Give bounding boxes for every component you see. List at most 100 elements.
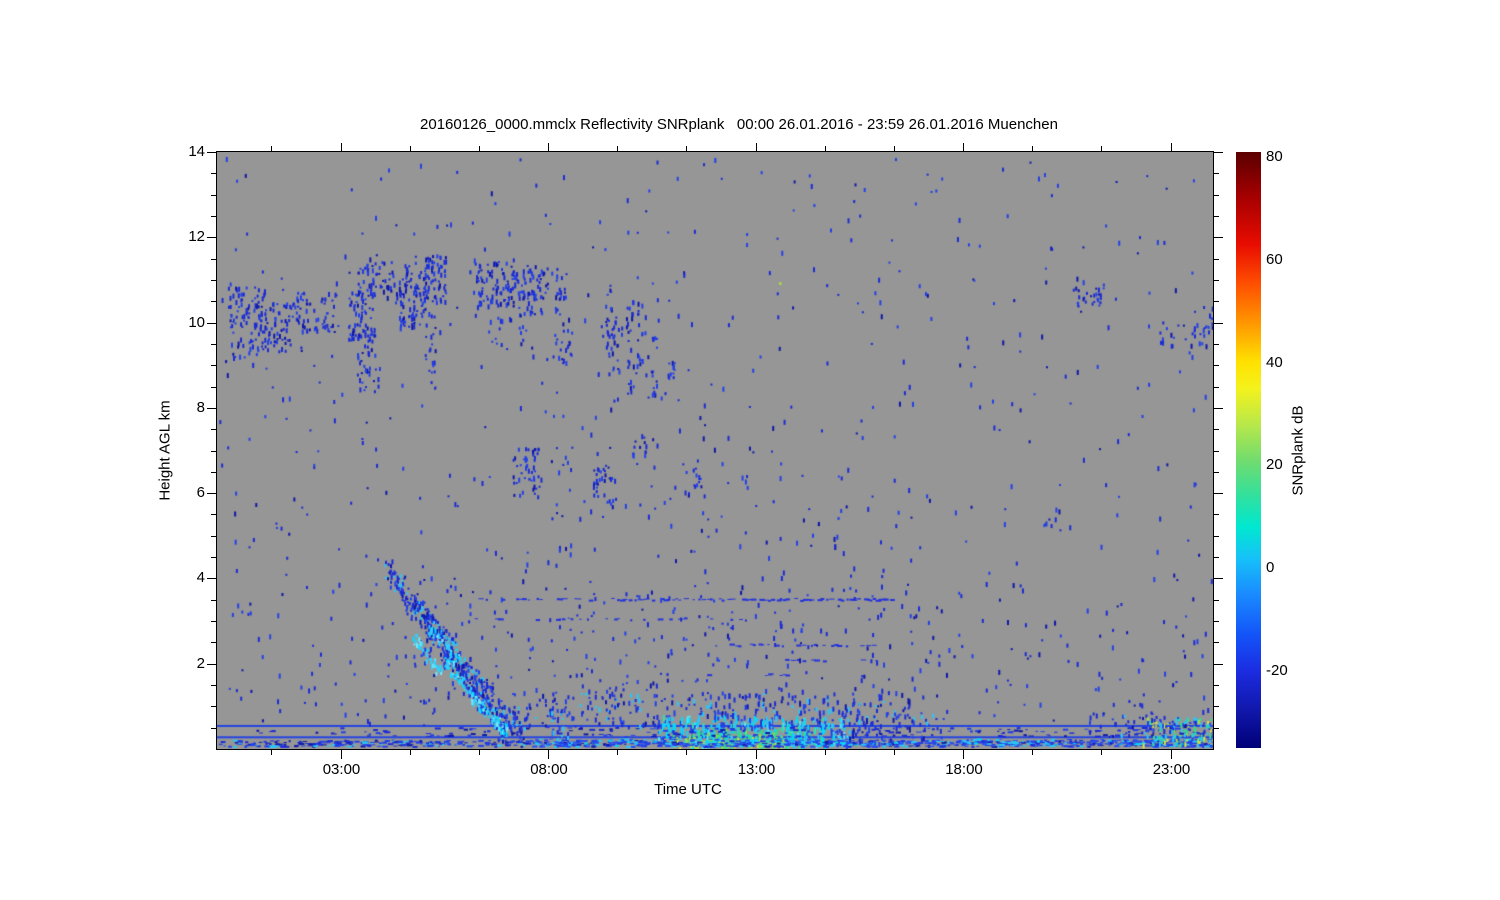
y-tick bbox=[1214, 493, 1223, 495]
x-tick bbox=[1170, 750, 1172, 759]
x-tick bbox=[1032, 146, 1034, 151]
y-tick bbox=[1214, 343, 1219, 345]
y-tick-label: 4 bbox=[196, 569, 205, 587]
x-tick bbox=[824, 146, 826, 151]
x-tick bbox=[409, 750, 411, 755]
y-tick bbox=[1214, 194, 1219, 196]
y-tick bbox=[1214, 429, 1219, 431]
y-tick bbox=[1214, 237, 1223, 239]
y-tick bbox=[1214, 471, 1219, 473]
y-tick bbox=[207, 152, 216, 153]
colorbar-tick-label: -20 bbox=[1266, 661, 1288, 679]
x-tick bbox=[1101, 146, 1103, 151]
x-tick bbox=[893, 750, 895, 755]
y-tick bbox=[207, 578, 216, 580]
y-tick-label: 8 bbox=[196, 398, 205, 416]
x-tick bbox=[1032, 750, 1034, 755]
x-tick bbox=[271, 146, 273, 151]
colorbar-tick-label: 60 bbox=[1266, 250, 1283, 268]
y-tick bbox=[1214, 173, 1219, 175]
y-tick bbox=[207, 663, 216, 665]
plot-area bbox=[216, 151, 1214, 750]
y-tick bbox=[1214, 215, 1219, 217]
x-tick bbox=[963, 750, 964, 759]
y-tick bbox=[211, 343, 216, 345]
y-tick bbox=[211, 365, 216, 367]
y-tick bbox=[1214, 599, 1219, 601]
y-tick-label: 2 bbox=[196, 654, 205, 672]
y-tick-label: 14 bbox=[188, 143, 205, 160]
x-tick bbox=[548, 143, 549, 151]
colorbar-tick-label: 0 bbox=[1266, 559, 1275, 577]
y-tick-label: 12 bbox=[188, 228, 205, 246]
y-tick bbox=[1214, 727, 1219, 729]
x-tick bbox=[755, 143, 757, 151]
y-tick bbox=[1214, 685, 1219, 687]
x-tick bbox=[409, 146, 411, 151]
reflectivity-canvas bbox=[217, 152, 1213, 749]
x-tick bbox=[617, 146, 619, 151]
colorbar-tick-label: 80 bbox=[1266, 148, 1283, 166]
y-tick bbox=[211, 386, 216, 388]
x-tick bbox=[340, 750, 342, 759]
x-tick bbox=[617, 750, 619, 755]
x-tick-label: 08:00 bbox=[530, 761, 568, 778]
y-tick bbox=[1214, 386, 1219, 388]
y-tick bbox=[211, 642, 216, 644]
y-tick bbox=[1214, 365, 1219, 367]
y-tick bbox=[1214, 578, 1223, 580]
x-tick bbox=[478, 750, 480, 755]
y-tick bbox=[211, 471, 216, 473]
x-tick bbox=[963, 143, 964, 151]
y-tick bbox=[211, 194, 216, 196]
y-tick bbox=[211, 727, 216, 729]
x-tick bbox=[755, 750, 757, 759]
y-tick bbox=[211, 685, 216, 687]
x-tick bbox=[478, 146, 480, 151]
x-tick bbox=[824, 750, 826, 755]
y-tick bbox=[1214, 535, 1219, 537]
y-tick bbox=[207, 493, 216, 495]
x-tick bbox=[1170, 143, 1172, 151]
y-tick bbox=[1214, 407, 1223, 409]
y-tick-label: 6 bbox=[196, 484, 205, 502]
y-tick bbox=[211, 258, 216, 260]
y-tick bbox=[207, 322, 216, 324]
y-tick bbox=[211, 429, 216, 431]
y-tick bbox=[1214, 642, 1219, 644]
y-tick bbox=[1214, 152, 1223, 153]
y-tick bbox=[211, 535, 216, 537]
y-tick bbox=[207, 407, 216, 409]
x-tick-label: 13:00 bbox=[737, 761, 776, 778]
y-tick bbox=[211, 621, 216, 623]
y-tick bbox=[1214, 706, 1219, 708]
x-axis-label: Time UTC bbox=[654, 781, 722, 798]
y-tick bbox=[211, 215, 216, 217]
x-tick bbox=[548, 750, 549, 759]
x-tick-label: 18:00 bbox=[945, 761, 983, 778]
x-tick bbox=[1101, 750, 1103, 755]
y-tick bbox=[1214, 450, 1219, 452]
y-tick-label: 10 bbox=[188, 313, 205, 331]
y-tick bbox=[1214, 621, 1219, 623]
y-tick bbox=[1214, 301, 1219, 303]
colorbar-tick-label: 20 bbox=[1266, 456, 1283, 474]
colorbar-gradient bbox=[1236, 152, 1261, 748]
y-tick bbox=[211, 279, 216, 281]
y-tick bbox=[1214, 557, 1219, 559]
x-tick bbox=[686, 146, 688, 151]
x-tick bbox=[686, 750, 688, 755]
y-tick bbox=[211, 706, 216, 708]
y-tick bbox=[207, 237, 216, 239]
colorbar-tick-label: 40 bbox=[1266, 353, 1283, 371]
y-tick bbox=[1214, 322, 1223, 324]
x-tick bbox=[893, 146, 895, 151]
x-tick-label: 23:00 bbox=[1152, 761, 1191, 778]
plot-title: 20160126_0000.mmclx Reflectivity SNRplan… bbox=[420, 116, 1058, 133]
y-tick bbox=[211, 557, 216, 559]
x-tick bbox=[271, 750, 273, 755]
y-tick bbox=[1214, 279, 1219, 281]
colorbar-label: SNRplank dB bbox=[1289, 405, 1307, 496]
y-tick bbox=[1214, 663, 1223, 665]
